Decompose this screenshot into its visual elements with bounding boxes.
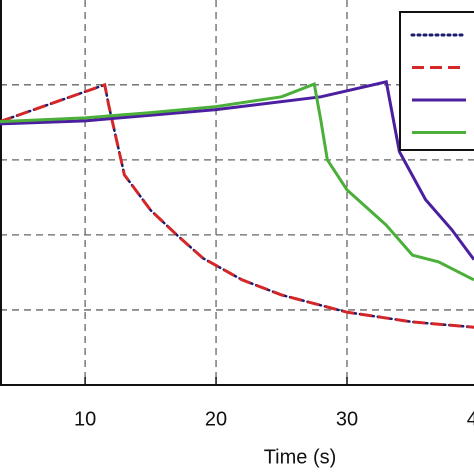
legend-box <box>399 11 474 151</box>
x-tick-label: 10 <box>74 408 96 430</box>
line-series <box>0 81 474 282</box>
line-series <box>0 82 474 329</box>
x-tick-label: 40 <box>467 408 474 430</box>
line-series <box>0 79 474 261</box>
x-tick-label: 30 <box>336 408 358 430</box>
legend <box>399 11 474 151</box>
x-tick-label: 20 <box>205 408 227 430</box>
x-axis-label: Time (s) <box>264 446 337 468</box>
